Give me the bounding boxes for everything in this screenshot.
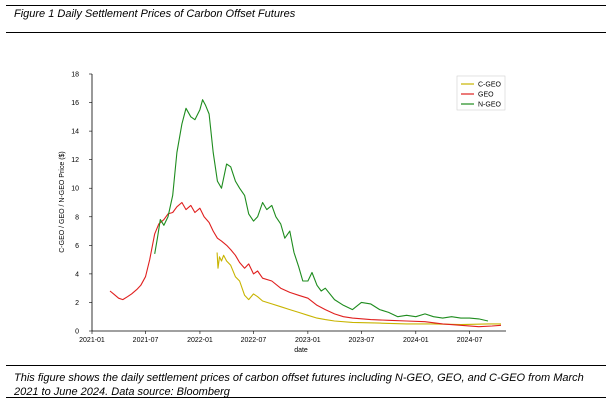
y-tick-label: 8 <box>75 214 79 221</box>
figure-note: This figure shows the daily settlement p… <box>14 372 584 398</box>
y-tick-label: 6 <box>75 243 79 250</box>
x-tick-label: 2022-07 <box>241 337 267 344</box>
y-tick-label: 10 <box>71 186 79 193</box>
x-tick-label: 2023-01 <box>295 337 321 344</box>
legend-entry: N-GEO <box>478 102 502 109</box>
y-tick-label: 2 <box>75 300 79 307</box>
y-tick-label: 12 <box>71 157 79 164</box>
axis-ticks: 2021-01 2021-07 2022-01 2022-07 2023-01 2023-… <box>71 72 482 345</box>
series-line-c-geo <box>216 252 501 326</box>
series-line-n-geo <box>154 99 489 322</box>
top-rule <box>6 5 606 6</box>
y-tick-label: 18 <box>71 72 79 79</box>
y-tick-label: 16 <box>71 100 79 107</box>
title-rule <box>6 32 606 33</box>
y-tick-label: 0 <box>75 329 79 336</box>
x-tick-label: 2021-07 <box>133 337 159 344</box>
x-tick-label: 2024-01 <box>403 337 429 344</box>
y-tick-label: 4 <box>75 271 79 278</box>
chart-axes <box>91 74 506 332</box>
x-tick-label: 2023-07 <box>349 337 375 344</box>
figure-title: Figure 1 Daily Settlement Prices of Carb… <box>14 8 296 20</box>
legend-entry: C-GEO <box>478 82 502 89</box>
bottom-rule <box>6 397 606 398</box>
x-tick-label: 2021-01 <box>79 337 105 344</box>
series-line-geo <box>109 201 502 328</box>
x-tick-label: 2024-07 <box>457 337 483 344</box>
legend-entry: GEO <box>478 92 494 99</box>
x-tick-label: 2022-01 <box>187 337 213 344</box>
chart-bottom-rule <box>6 365 606 366</box>
y-axis-label: C-GEO / GEO / N-GEO Price ($) <box>59 151 66 253</box>
series-lines <box>109 99 502 328</box>
chart-legend: C-GEO GEO N-GEO <box>456 75 506 111</box>
x-axis-label: date <box>294 347 308 354</box>
y-tick-label: 14 <box>71 129 79 136</box>
